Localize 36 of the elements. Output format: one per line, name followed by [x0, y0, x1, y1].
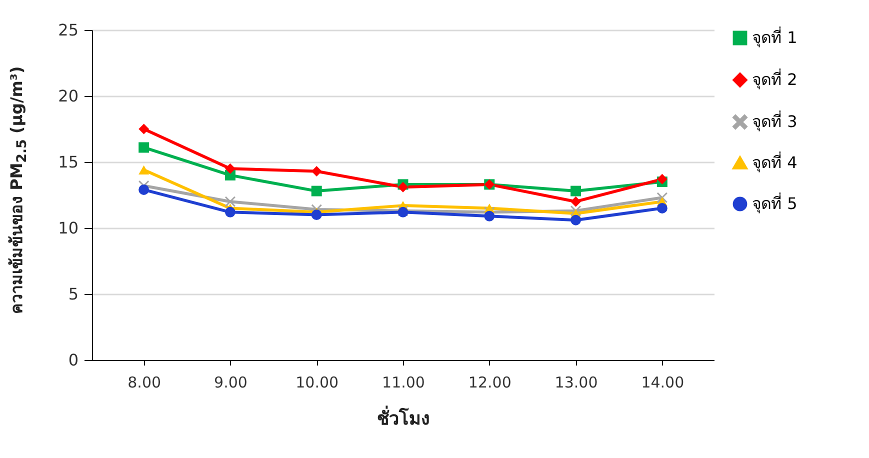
point	[398, 182, 408, 192]
x-tick-label: 9.00	[214, 374, 248, 392]
legend-label: จุดที่ 1	[752, 26, 798, 48]
x-tick-label: 13.00	[554, 374, 598, 392]
point	[570, 186, 582, 196]
point	[224, 206, 236, 218]
point	[224, 163, 236, 174]
y-tick-label: 15	[58, 152, 78, 172]
point	[138, 165, 150, 174]
point	[484, 210, 495, 222]
x-axis-title: ชั่วโมง	[377, 406, 430, 430]
point	[570, 214, 582, 226]
point	[224, 196, 236, 207]
legend-label: จุดที่ 4	[752, 151, 798, 173]
legend-label: จุดที่ 3	[752, 110, 798, 132]
y-tick-label: 25	[58, 20, 78, 40]
x-tick-label: 8.00	[128, 374, 162, 392]
point	[656, 202, 668, 214]
point	[138, 142, 150, 153]
point	[311, 210, 322, 220]
y-tick-label: 0	[68, 350, 78, 370]
y-tick-label: 10	[58, 218, 78, 238]
x-tick-label: 12.00	[468, 374, 512, 392]
point	[570, 196, 582, 207]
x-tick-label: 11.00	[382, 374, 425, 392]
point	[138, 124, 150, 134]
x-tick-label: 10.00	[296, 374, 339, 392]
point	[656, 174, 668, 184]
y-tick-label: 5	[68, 284, 78, 304]
point	[138, 184, 150, 195]
legend-label: จุดที่ 5	[752, 192, 798, 214]
point	[311, 186, 322, 196]
legend-label: จุดที่ 2	[752, 68, 798, 90]
x-tick-label: 14.00	[641, 374, 684, 392]
y-tick-label: 20	[58, 86, 78, 106]
point	[311, 166, 322, 176]
